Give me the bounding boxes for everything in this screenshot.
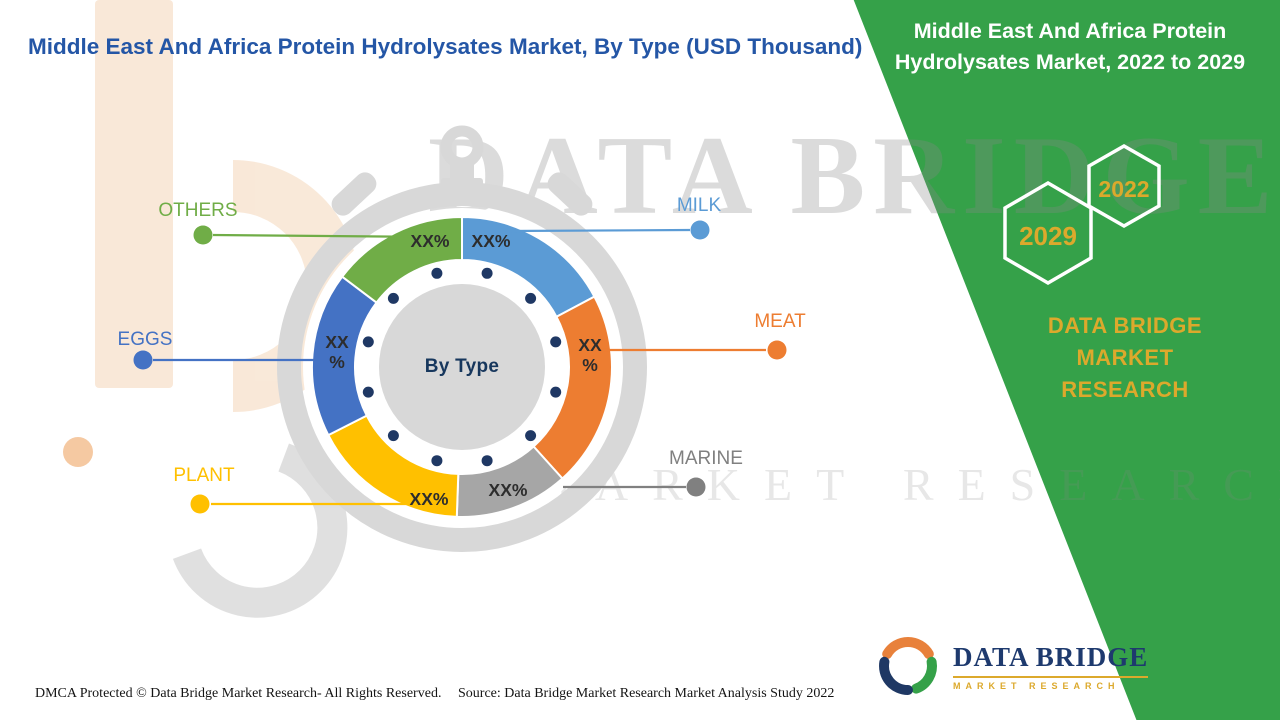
- donut-segment-others: [340, 215, 463, 305]
- category-label-eggs: EGGS: [117, 329, 173, 350]
- leader-line-others: [212, 233, 437, 239]
- legend-dot-meat: [767, 340, 787, 360]
- donut-segment-milk: [461, 215, 596, 319]
- stopwatch-crown-ring: [440, 125, 484, 169]
- page-title: Middle East And Africa Protein Hydrolysa…: [28, 34, 863, 59]
- category-label-meat: MEAT: [754, 311, 806, 332]
- watch-tick-dot: [481, 455, 493, 467]
- watch-tick-dot: [387, 430, 399, 442]
- watch-tick-dot: [481, 267, 493, 279]
- brand-logo-icon: [879, 637, 937, 695]
- value-label-others: XX%: [410, 231, 450, 251]
- leader-line-milk: [507, 228, 691, 233]
- legend-dot-milk: [690, 220, 710, 240]
- decor-bowl: [232, 160, 359, 412]
- side-panel-brand-line2: RESEARCH: [1061, 377, 1189, 402]
- category-label-plant: PLANT: [173, 465, 235, 486]
- brand-logo: DATA BRIDGE MARKET RESEARCH: [872, 630, 1149, 702]
- watch-tick-dot: [525, 430, 537, 442]
- watch-tick-dot: [550, 336, 562, 348]
- side-panel-title-line2: Hydrolysates Market, 2022 to 2029: [894, 50, 1246, 74]
- watch-tick-dot: [362, 336, 374, 348]
- watch-tick-dot: [362, 386, 374, 398]
- decor-dot: [63, 437, 93, 467]
- value-label-eggs: XX%: [325, 332, 349, 372]
- chart-center-label: By Type: [424, 356, 500, 377]
- watch-tick-dot: [431, 267, 443, 279]
- donut-segment-marine: [455, 445, 564, 518]
- side-panel-title-line1: Middle East And Africa Protein: [913, 19, 1227, 43]
- decor-swirl: [172, 443, 348, 618]
- stopwatch-left-lug: [331, 172, 377, 216]
- stopwatch-frame: [277, 125, 647, 552]
- watch-tick-dot: [525, 292, 537, 304]
- legend-dot-marine: [686, 477, 706, 497]
- value-label-meat: XX%: [578, 335, 602, 375]
- value-label-plant: XX%: [409, 489, 449, 509]
- legend-dot-eggs: [133, 350, 153, 370]
- side-panel-brand-line1: DATA BRIDGE MARKET: [1047, 313, 1203, 370]
- watch-tick-dot: [550, 386, 562, 398]
- logo-swirl-navy: [879, 656, 913, 695]
- footer-source-text: Source: Data Bridge Market Research Mark…: [458, 686, 835, 701]
- value-label-milk: XX%: [471, 231, 511, 251]
- logo-rule: [953, 675, 1149, 678]
- donut-segment-meat: [532, 295, 613, 480]
- watch-tick-dot: [431, 455, 443, 467]
- footer-dmca-text: DMCA Protected © Data Bridge Market Rese…: [35, 686, 442, 701]
- legend-dot-plant: [190, 494, 210, 514]
- side-panel-brand: DATA BRIDGE MARKET RESEARCH: [1000, 310, 1250, 406]
- stopwatch-crown-neck: [450, 160, 474, 184]
- side-panel-title: Middle East And Africa Protein Hydrolysa…: [860, 16, 1280, 78]
- stopwatch-right-lug: [547, 172, 593, 216]
- category-label-marine: MARINE: [669, 448, 743, 469]
- legend-dot-others: [193, 225, 213, 245]
- logo-wordmark: DATA BRIDGE: [953, 641, 1149, 672]
- category-label-milk: MILK: [676, 195, 722, 216]
- value-label-marine: XX%: [488, 480, 528, 500]
- logo-swirl-green: [911, 656, 937, 694]
- donut-segment-plant: [326, 414, 460, 518]
- category-label-others: OTHERS: [158, 200, 238, 221]
- logo-tagline: MARKET RESEARCH: [953, 680, 1120, 691]
- logo-text-block: DATA BRIDGE MARKET RESEARCH: [953, 641, 1149, 691]
- logo-swirl-orange: [882, 637, 934, 659]
- donut-segment-eggs: [310, 275, 378, 437]
- stopwatch-crown-base: [441, 178, 483, 194]
- watch-tick-dot: [387, 292, 399, 304]
